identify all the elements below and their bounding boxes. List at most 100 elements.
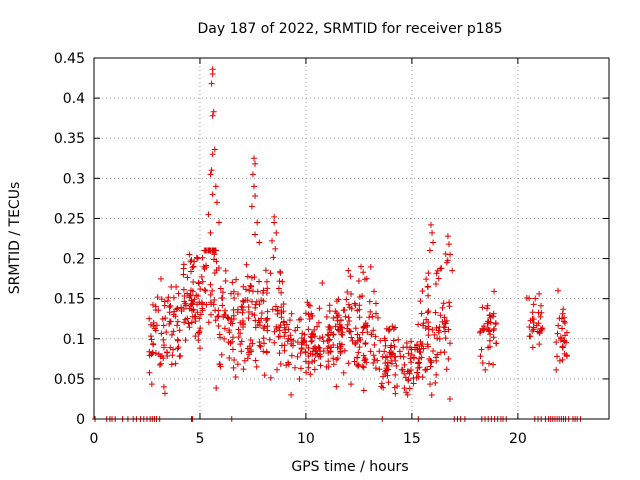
data-point	[419, 322, 426, 329]
data-point	[345, 301, 352, 308]
data-point	[434, 351, 441, 358]
data-point	[242, 286, 249, 293]
data-point	[427, 221, 434, 228]
data-point	[425, 343, 432, 350]
data-point	[330, 315, 337, 322]
data-point	[305, 326, 312, 333]
data-point	[211, 297, 218, 304]
data-point	[202, 287, 209, 294]
data-point	[477, 353, 484, 360]
data-point	[240, 321, 247, 328]
data-point	[215, 265, 222, 272]
data-point	[372, 333, 379, 340]
data-point	[174, 336, 181, 343]
data-point	[402, 374, 409, 381]
data-point	[222, 267, 229, 274]
data-point	[493, 340, 500, 347]
data-point	[317, 362, 324, 369]
data-point	[385, 327, 392, 334]
data-point	[485, 360, 492, 367]
data-point	[400, 353, 407, 360]
x-tick-label: 15	[403, 431, 421, 447]
data-point	[249, 340, 256, 347]
data-point	[361, 355, 368, 362]
data-point	[439, 304, 446, 311]
data-point	[240, 283, 247, 290]
data-point	[373, 310, 380, 317]
data-point	[478, 346, 485, 353]
data-point	[217, 334, 224, 341]
data-point	[435, 275, 442, 282]
data-point	[310, 345, 317, 352]
data-point	[286, 317, 293, 324]
data-point	[326, 308, 333, 315]
x-tick-label: 5	[196, 431, 205, 447]
data-point	[341, 347, 348, 354]
data-point	[433, 371, 440, 378]
data-point	[254, 219, 261, 226]
data-point	[346, 328, 353, 335]
data-point	[532, 295, 539, 302]
data-point	[174, 322, 181, 329]
data-point	[414, 365, 421, 372]
data-point	[316, 344, 323, 351]
data-point	[203, 264, 210, 271]
data-point	[229, 334, 236, 341]
data-point	[195, 330, 202, 337]
data-point	[284, 338, 291, 345]
data-point	[340, 307, 347, 314]
data-point	[320, 348, 327, 355]
data-point	[415, 321, 422, 328]
data-point	[275, 285, 282, 292]
data-point	[240, 366, 247, 373]
data-point	[252, 160, 259, 167]
data-point	[229, 279, 236, 286]
y-tick-label: 0.2	[63, 252, 85, 268]
data-point	[260, 325, 267, 332]
data-point	[382, 342, 389, 349]
data-point	[247, 337, 254, 344]
data-point	[256, 322, 263, 329]
data-point	[192, 313, 199, 320]
data-point	[152, 307, 159, 314]
data-point	[189, 264, 196, 271]
data-point	[213, 385, 220, 392]
data-point	[219, 295, 226, 302]
data-point	[442, 335, 449, 342]
data-point	[386, 326, 393, 333]
y-tick-label: 0.1	[63, 332, 85, 348]
data-point	[240, 307, 247, 314]
data-point	[401, 370, 408, 377]
data-point	[175, 290, 182, 297]
data-point	[201, 286, 208, 293]
data-point	[166, 304, 173, 311]
data-point	[309, 313, 316, 320]
data-point	[523, 294, 530, 301]
data-point	[385, 379, 392, 386]
data-point	[229, 346, 236, 353]
axis-ticks: 0 0.05 0.1 0.15 0.2 0.25 0.3 0.35 0.4 0.45 0 5 10 15 2…	[54, 51, 609, 447]
data-point	[276, 327, 283, 334]
data-point	[219, 302, 226, 309]
data-point	[153, 322, 160, 329]
data-point	[484, 302, 491, 309]
data-point	[345, 267, 352, 274]
data-point	[354, 354, 361, 361]
data-point	[346, 318, 353, 325]
data-point	[305, 364, 312, 371]
data-point	[441, 314, 448, 321]
data-point	[426, 247, 433, 254]
data-point	[274, 308, 281, 315]
data-point	[237, 330, 244, 337]
y-tick-label: 0.05	[54, 372, 85, 388]
data-point	[394, 383, 401, 390]
data-point	[370, 360, 377, 367]
data-point	[277, 268, 284, 275]
data-point	[158, 330, 165, 337]
data-point	[257, 343, 264, 350]
data-point	[446, 303, 453, 310]
data-point	[490, 310, 497, 317]
data-point	[273, 323, 280, 330]
data-point	[261, 372, 268, 379]
data-point	[553, 339, 560, 346]
